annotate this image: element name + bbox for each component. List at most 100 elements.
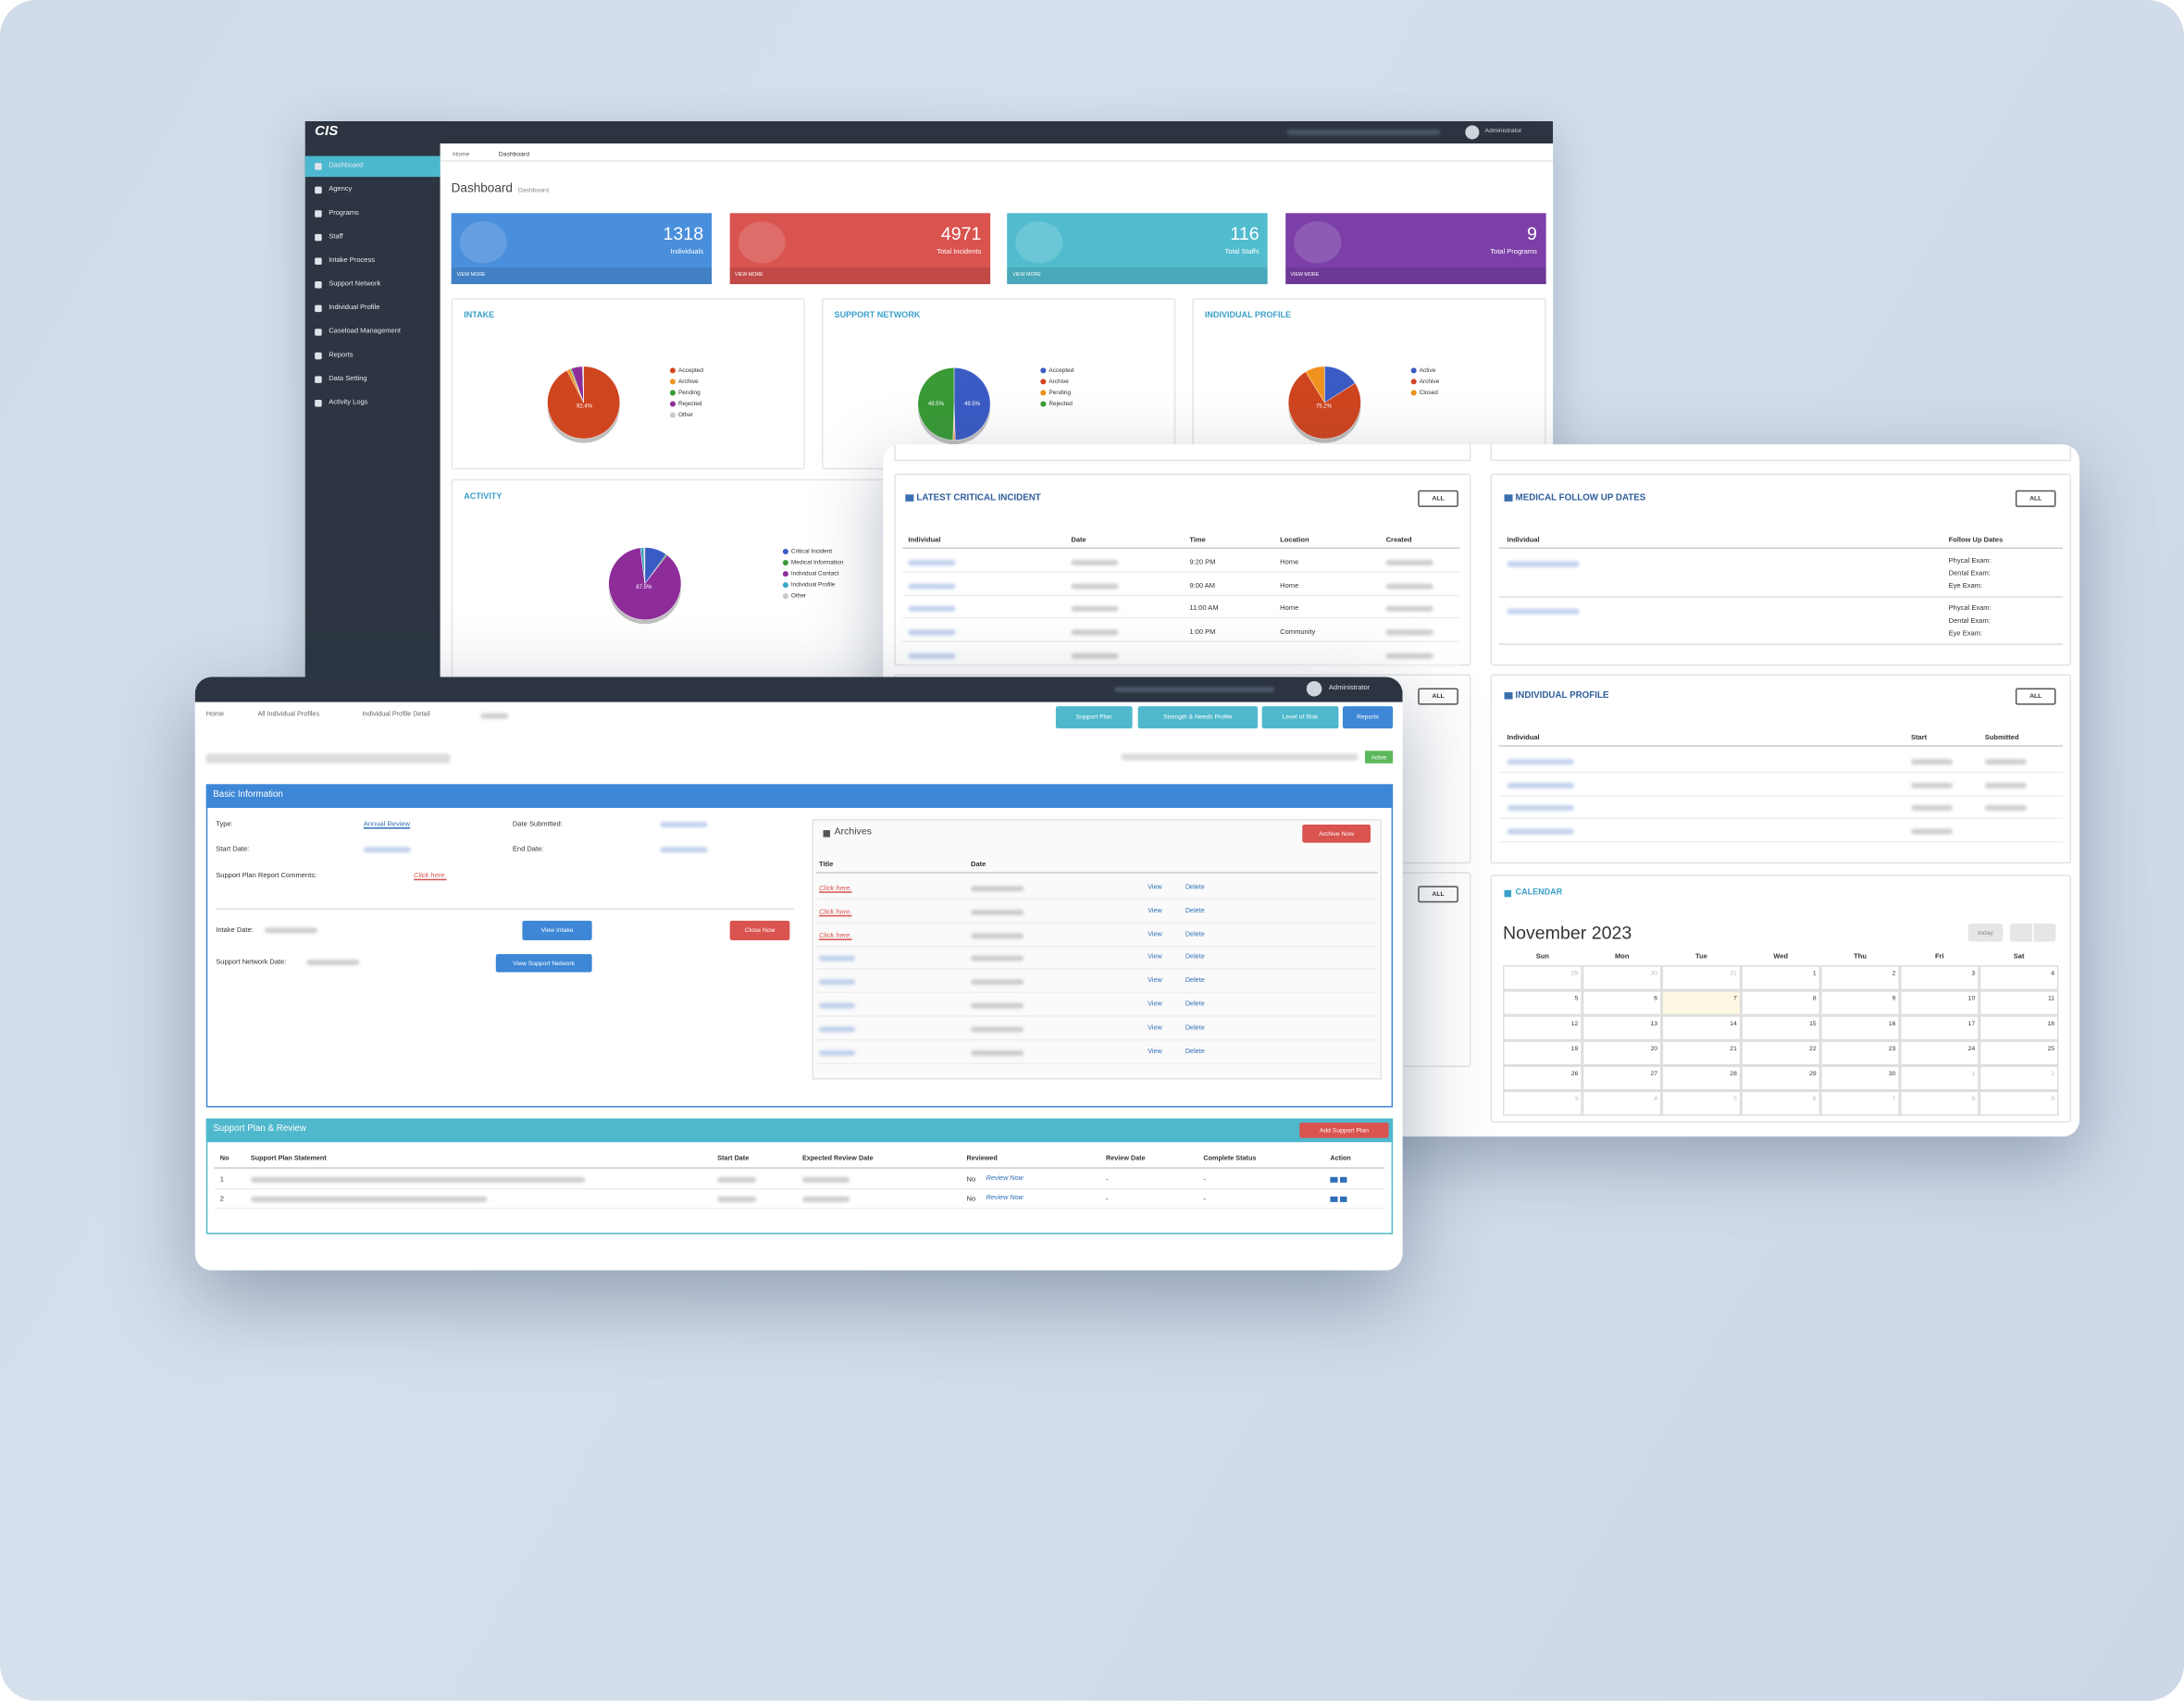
delete-link[interactable]: Delete — [1185, 1048, 1205, 1056]
calendar-day[interactable]: 9 — [1979, 1090, 2059, 1116]
all-button[interactable]: ALL — [2015, 688, 2056, 705]
breadcrumb-item[interactable]: Individual Profile Detail — [362, 712, 430, 719]
action-icons[interactable] — [1330, 1176, 1347, 1183]
calendar-day[interactable]: 23 — [1820, 1040, 1900, 1066]
calendar-day[interactable]: 5 — [1661, 1090, 1742, 1116]
calendar-day[interactable]: 11 — [1979, 990, 2059, 1016]
calendar-day[interactable]: 3 — [1899, 965, 1979, 991]
stat-box[interactable]: 4971 Total Incidents VIEW MORE — [728, 213, 990, 285]
view-network-button[interactable]: View Support Network — [495, 953, 592, 973]
calendar-day[interactable]: 12 — [1503, 1015, 1582, 1041]
menu-label[interactable]: Support Network — [329, 279, 381, 289]
calendar-day[interactable]: 19 — [1503, 1040, 1582, 1066]
calendar-day[interactable]: 18 — [1979, 1015, 2059, 1041]
calendar-day[interactable]: 29 — [1503, 965, 1582, 991]
view-link[interactable]: View — [1148, 954, 1162, 962]
calendar-day[interactable]: 27 — [1582, 1065, 1662, 1091]
all-button[interactable]: ALL — [1418, 490, 1458, 507]
calendar-day[interactable]: 17 — [1899, 1015, 1979, 1041]
calendar-day[interactable]: 8 — [1741, 990, 1821, 1016]
menu-item[interactable]: Individual Profile — [305, 298, 441, 319]
nav-button[interactable]: Level of Risk — [1261, 706, 1339, 729]
delete-link[interactable]: Delete — [1185, 884, 1205, 892]
calendar-day[interactable]: 2 — [1820, 965, 1900, 991]
close-now-button[interactable]: Close Now — [729, 920, 790, 940]
menu-label[interactable]: Staff — [329, 232, 343, 242]
calendar-day[interactable]: 7 — [1661, 990, 1742, 1016]
calendar-day[interactable]: 21 — [1661, 1040, 1742, 1066]
menu-label[interactable]: Programs — [329, 208, 359, 217]
menu-item[interactable]: Caseload Management — [305, 322, 441, 343]
delete-link[interactable]: Delete — [1185, 1001, 1205, 1009]
view-more[interactable]: VIEW MORE — [734, 271, 763, 278]
calendar-day[interactable]: 29 — [1741, 1065, 1821, 1091]
view-link[interactable]: View — [1148, 884, 1162, 892]
menu-item[interactable]: Support Network — [305, 275, 441, 296]
nav-button[interactable]: Reports — [1342, 706, 1394, 729]
stat-box[interactable]: 9 Total Programs VIEW MORE — [1284, 213, 1545, 285]
delete-link[interactable]: Delete — [1185, 1024, 1205, 1032]
calendar-day[interactable]: 4 — [1979, 965, 2059, 991]
delete-link[interactable]: Delete — [1185, 977, 1205, 986]
menu-item[interactable]: Reports — [305, 345, 441, 366]
archive-link[interactable]: Click here. — [818, 931, 852, 940]
add-plan-button[interactable]: Add Support Plan — [1299, 1123, 1389, 1138]
calendar-day[interactable]: 15 — [1741, 1015, 1821, 1041]
stat-box[interactable]: 116 Total Staffs VIEW MORE — [1007, 213, 1268, 285]
breadcrumb-home[interactable]: Home — [453, 150, 470, 158]
delete-link[interactable]: Delete — [1185, 954, 1205, 962]
review-link[interactable]: Review Now — [986, 1175, 1024, 1183]
menu-item[interactable]: Dashboard — [304, 155, 441, 178]
calendar-day[interactable]: 14 — [1661, 1015, 1742, 1041]
calendar-day[interactable]: 6 — [1741, 1090, 1821, 1116]
view-intake-button[interactable]: View Intake — [522, 920, 592, 940]
nav-button[interactable]: Support Plan — [1055, 706, 1133, 729]
menu-label[interactable]: Agency — [329, 185, 353, 194]
menu-item[interactable]: Intake Process — [305, 251, 441, 272]
nav-button[interactable]: Strength & Needs Profile — [1137, 706, 1259, 729]
next-button[interactable] — [2033, 923, 2056, 942]
menu-label[interactable]: Reports — [329, 351, 354, 360]
calendar-day[interactable]: 28 — [1661, 1065, 1742, 1091]
calendar-day[interactable]: 7 — [1820, 1090, 1900, 1116]
calendar-day[interactable]: 10 — [1899, 990, 1979, 1016]
field-link[interactable]: Annual Review — [363, 820, 411, 829]
menu-item[interactable]: Agency — [305, 180, 441, 201]
user-menu[interactable]: Administrator — [1484, 126, 1522, 134]
view-more[interactable]: VIEW MORE — [1290, 271, 1320, 278]
view-link[interactable]: View — [1148, 977, 1162, 986]
view-link[interactable]: View — [1148, 1024, 1162, 1032]
calendar-day[interactable]: 26 — [1503, 1065, 1582, 1091]
calendar-day[interactable]: 20 — [1582, 1040, 1662, 1066]
menu-item[interactable]: Activity Logs — [305, 392, 441, 414]
review-link[interactable]: Review Now — [986, 1195, 1024, 1202]
all-button[interactable]: ALL — [1418, 688, 1458, 705]
today-button[interactable]: today — [1967, 923, 2004, 942]
menu-label[interactable]: Data Setting — [329, 374, 367, 383]
prev-button[interactable] — [2009, 923, 2032, 942]
calendar-day[interactable]: 22 — [1741, 1040, 1821, 1066]
view-link[interactable]: View — [1148, 1001, 1162, 1009]
delete-link[interactable]: Delete — [1185, 908, 1205, 915]
menu-item[interactable]: Programs — [305, 204, 441, 225]
view-more[interactable]: VIEW MORE — [456, 271, 486, 278]
calendar-day[interactable]: 8 — [1899, 1090, 1979, 1116]
menu-label[interactable]: Activity Logs — [329, 398, 368, 407]
field-link[interactable]: Click here. — [414, 872, 447, 881]
view-link[interactable]: View — [1148, 908, 1162, 915]
all-button[interactable]: ALL — [1418, 886, 1458, 903]
view-link[interactable]: View — [1148, 1048, 1162, 1056]
breadcrumb-item[interactable]: Home — [205, 712, 225, 719]
calendar-day[interactable]: 24 — [1899, 1040, 1979, 1066]
menu-item[interactable]: Staff — [305, 227, 441, 248]
view-more[interactable]: VIEW MORE — [1012, 271, 1041, 278]
archive-link[interactable]: Click here. — [818, 908, 852, 917]
calendar-day[interactable]: 6 — [1582, 990, 1662, 1016]
menu-item[interactable]: Data Setting — [305, 369, 441, 391]
delete-link[interactable]: Delete — [1185, 931, 1205, 938]
archive-now-button[interactable]: Archive Now — [1302, 825, 1371, 843]
view-link[interactable]: View — [1148, 931, 1162, 938]
menu-label[interactable]: Intake Process — [329, 255, 375, 265]
stat-box[interactable]: 1318 Individuals VIEW MORE — [451, 213, 713, 285]
calendar-day[interactable]: 4 — [1582, 1090, 1662, 1116]
